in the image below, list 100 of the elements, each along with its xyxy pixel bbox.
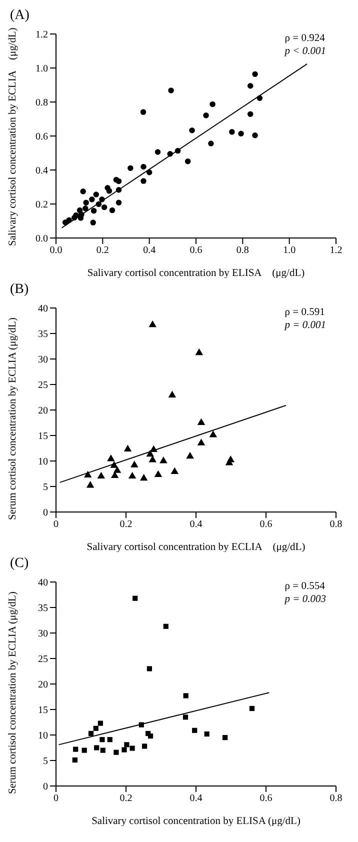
point <box>140 164 146 170</box>
point <box>132 596 138 601</box>
x-tick-label: 0.8 <box>330 793 342 804</box>
point <box>154 149 161 155</box>
x-tick-label: 0.2 <box>96 245 109 256</box>
x-tick-label: 0.2 <box>120 519 132 530</box>
point <box>124 444 132 452</box>
y-tick-label: 30 <box>38 628 48 640</box>
point <box>93 192 100 198</box>
point <box>195 348 204 356</box>
point <box>128 165 134 171</box>
point <box>109 207 116 214</box>
y-tick-label: 5 <box>43 756 48 768</box>
x-tick-label: 0.4 <box>190 793 202 804</box>
x-axis-title: Salivary cortisol concentration by ELISA (μg/dL) <box>87 268 306 279</box>
point <box>98 720 103 726</box>
point <box>72 757 78 763</box>
y-tick-label: 25 <box>38 654 48 666</box>
x-tick-label: 0.6 <box>260 793 272 804</box>
y-tick-label: 10 <box>38 730 48 742</box>
x-tick-label: 0.8 <box>236 245 249 256</box>
x-axis-title: Salivary cortisol concentration by ECLIA (μg/dL) <box>86 542 306 553</box>
y-tick-label: 20 <box>38 406 48 417</box>
y-tick-label: 0 <box>43 508 48 519</box>
point <box>94 745 100 750</box>
point <box>80 188 86 194</box>
point <box>160 456 168 464</box>
y-tick-label: 0 <box>43 782 48 793</box>
point <box>197 438 206 446</box>
point <box>197 418 206 425</box>
y-tick-label: 35 <box>38 329 48 340</box>
point <box>184 158 191 164</box>
y-tick-label: 0.0 <box>36 234 48 245</box>
y-tick-label: 1.2 <box>36 30 48 41</box>
x-tick-label: 0.2 <box>120 793 132 804</box>
y-axis-title: Serum cortisol concentration by ECLIA (μg/dL) <box>8 317 19 520</box>
point <box>182 714 188 720</box>
chart-title: (C) <box>9 556 30 573</box>
annotation: ρ = 0.554 <box>284 580 326 593</box>
point <box>73 746 78 752</box>
point <box>89 196 95 202</box>
point <box>97 472 106 479</box>
point <box>100 748 106 753</box>
point <box>170 467 179 474</box>
point <box>82 206 88 212</box>
y-tick-label: 0.8 <box>36 98 48 109</box>
point <box>116 178 122 184</box>
annotation: p = 0.003 <box>284 593 326 606</box>
point <box>122 747 127 752</box>
point <box>140 109 146 115</box>
y-axis-title: Salivary cortisol concentration by ECLIA (μg/dL) <box>8 27 19 246</box>
chart-title: (A) <box>9 8 30 25</box>
point <box>101 204 108 210</box>
point <box>114 750 119 755</box>
point <box>88 730 94 736</box>
point <box>249 706 255 712</box>
point <box>154 470 162 478</box>
y-tick-label: 35 <box>38 603 48 614</box>
point <box>140 474 148 481</box>
point <box>93 726 98 731</box>
point <box>113 466 122 473</box>
y-tick-label: 40 <box>38 578 48 589</box>
point <box>148 320 156 328</box>
point <box>163 624 168 629</box>
point <box>210 101 216 108</box>
x-tick-label: 0.4 <box>190 519 202 530</box>
x-tick-label: 1.2 <box>330 245 342 256</box>
point <box>238 130 244 136</box>
point <box>83 200 89 206</box>
x-tick-label: 0.4 <box>143 245 156 256</box>
annotation: p < 0.001 <box>284 45 326 58</box>
point <box>148 733 154 739</box>
point <box>252 71 258 77</box>
point <box>183 693 188 698</box>
y-tick-label: 5 <box>43 482 48 494</box>
point <box>100 737 105 742</box>
annotation: ρ = 0.924 <box>284 32 326 45</box>
y-tick-label: 10 <box>38 456 48 468</box>
point <box>90 208 97 214</box>
y-tick-label: 20 <box>38 680 48 691</box>
x-axis-title: Salivary cortisol concentration by ELISA (μg/dL) <box>92 816 301 827</box>
x-tick-label: 0.6 <box>260 519 272 530</box>
y-tick-label: 40 <box>38 304 48 315</box>
point <box>82 748 87 753</box>
point <box>168 390 176 398</box>
x-tick-label: 1.0 <box>283 245 296 256</box>
x-tick-label: 0.6 <box>190 245 202 256</box>
point <box>186 452 194 459</box>
point <box>86 481 94 488</box>
point <box>140 178 146 184</box>
point <box>247 111 254 117</box>
point <box>247 82 254 89</box>
point <box>130 746 135 751</box>
y-tick-label: 15 <box>38 431 48 442</box>
point <box>204 731 210 737</box>
point <box>189 128 195 134</box>
y-tick-label: 0.6 <box>36 132 48 143</box>
annotation: p = 0.001 <box>284 319 326 332</box>
y-tick-label: 30 <box>38 354 48 366</box>
point <box>146 666 152 672</box>
